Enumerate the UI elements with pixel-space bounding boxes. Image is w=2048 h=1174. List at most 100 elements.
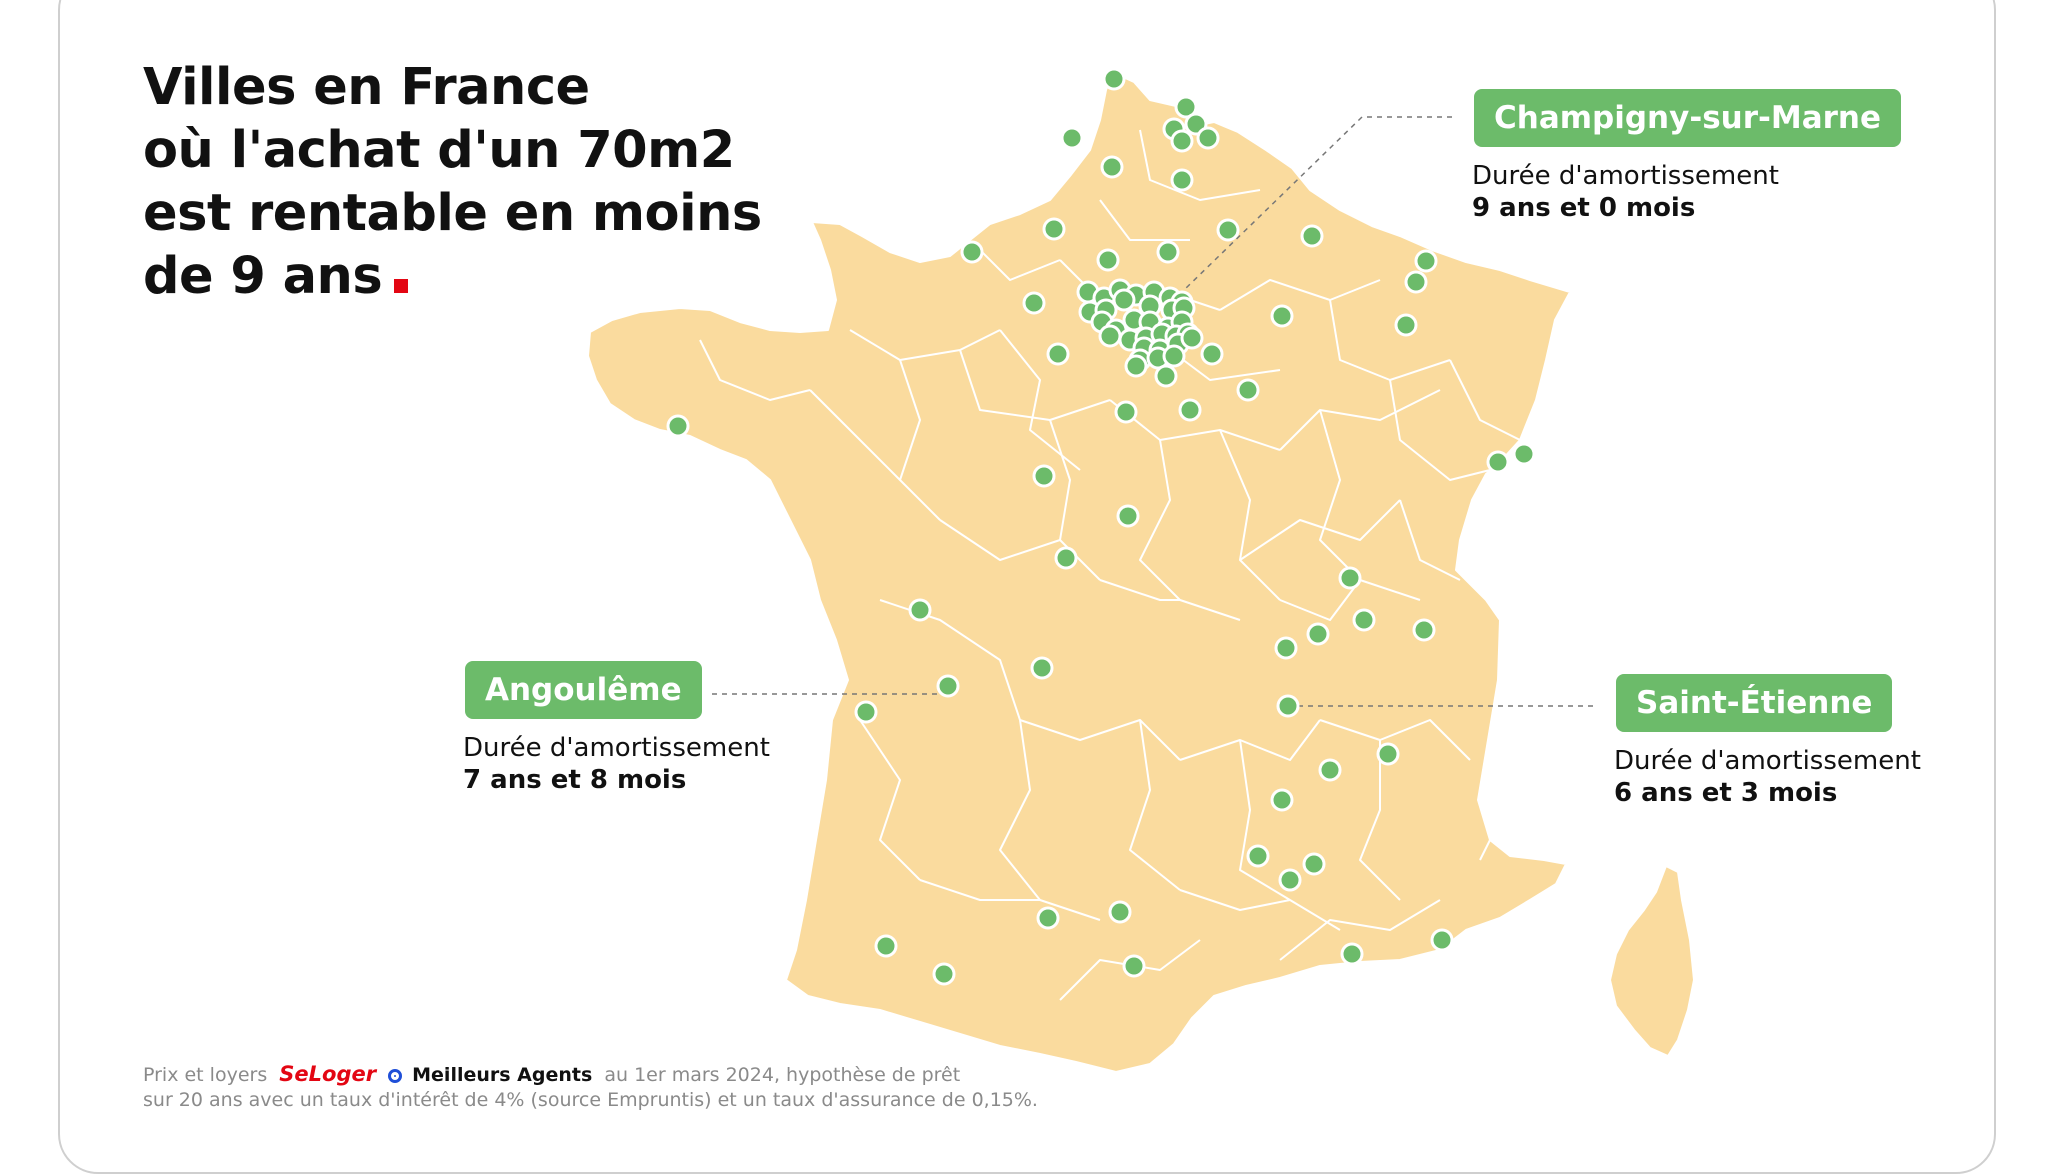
city-marker-83 bbox=[874, 934, 898, 958]
department-border-0 bbox=[849, 329, 1001, 361]
page-title: Villes en France où l'achat d'un 70m2 es… bbox=[143, 56, 783, 308]
city-marker-61 bbox=[1512, 442, 1536, 466]
department-border-3 bbox=[959, 349, 1111, 421]
city-marker-78 bbox=[1246, 844, 1270, 868]
city-marker-86 bbox=[1430, 928, 1454, 952]
city-marker-75 bbox=[1376, 742, 1400, 766]
department-border-7 bbox=[1139, 439, 1181, 601]
department-border-30 bbox=[1399, 499, 1461, 581]
title-line-4: de 9 ans bbox=[143, 247, 383, 306]
city-marker-15 bbox=[1414, 249, 1438, 273]
department-border-33 bbox=[809, 389, 901, 481]
city-marker-87 bbox=[1340, 942, 1364, 966]
department-border-21 bbox=[1359, 740, 1401, 901]
city-marker-10 bbox=[1300, 224, 1324, 248]
department-border-2 bbox=[899, 359, 941, 521]
department-border-22 bbox=[919, 879, 1101, 921]
department-border-6 bbox=[1049, 419, 1101, 581]
city-marker-73 bbox=[854, 700, 878, 724]
callout-value: 6 ans et 3 mois bbox=[1614, 778, 1838, 808]
city-marker-19 bbox=[1270, 304, 1294, 328]
city-marker-71 bbox=[1030, 656, 1054, 680]
department-border-23 bbox=[1179, 889, 1341, 931]
city-marker-51 bbox=[1180, 326, 1204, 350]
department-border-31 bbox=[1239, 499, 1401, 561]
city-marker-8 bbox=[1170, 168, 1194, 192]
department-border-34 bbox=[979, 249, 1061, 281]
city-marker-11 bbox=[1042, 217, 1066, 241]
department-border-16 bbox=[1319, 719, 1471, 761]
city-marker-5 bbox=[1170, 129, 1194, 153]
department-border-25 bbox=[1219, 279, 1381, 311]
city-marker-13 bbox=[1096, 248, 1120, 272]
city-marker-82 bbox=[1036, 906, 1060, 930]
city-marker-18 bbox=[1022, 291, 1046, 315]
footer-line2: sur 20 ans avec un taux d'intérêt de 4% … bbox=[143, 1089, 1038, 1111]
department-border-10 bbox=[939, 519, 1061, 561]
callout-tag-saint-etienne: Saint-Étienne bbox=[1616, 674, 1893, 732]
city-marker-6 bbox=[1060, 126, 1084, 150]
city-marker-81 bbox=[1108, 900, 1132, 924]
department-border-20 bbox=[1239, 739, 1291, 901]
department-border-28 bbox=[1449, 359, 1521, 441]
department-border-38 bbox=[1279, 899, 1441, 961]
department-border-5 bbox=[1279, 389, 1441, 451]
callout-leaders bbox=[712, 116, 1596, 707]
leader-champigny bbox=[1183, 116, 1452, 291]
city-marker-55 bbox=[1124, 354, 1148, 378]
department-border-36 bbox=[1099, 199, 1190, 241]
department-border-32 bbox=[699, 339, 811, 401]
city-marker-9 bbox=[1216, 218, 1240, 242]
city-marker-80 bbox=[1278, 868, 1302, 892]
callout-desc-saint-etienne: Durée d'amortissement 6 ans et 3 mois bbox=[1614, 745, 1921, 809]
department-border-15 bbox=[1179, 719, 1321, 761]
city-marker-65 bbox=[1338, 566, 1362, 590]
city-marker-0 bbox=[1102, 67, 1126, 91]
corsica bbox=[1609, 865, 1695, 1057]
city-marker-29 bbox=[1112, 288, 1136, 312]
city-marker-7 bbox=[1100, 155, 1124, 179]
footer-prefix: Prix et loyers bbox=[143, 1064, 268, 1086]
callout-tag-champigny: Champigny-sur-Marne bbox=[1474, 89, 1902, 147]
mainland-france bbox=[587, 71, 1571, 1073]
city-marker-66 bbox=[908, 598, 932, 622]
city-marker-85 bbox=[1122, 954, 1146, 978]
title-line-1: Villes en France bbox=[143, 58, 590, 117]
department-border-27 bbox=[1329, 299, 1451, 381]
department-border-35 bbox=[1139, 129, 1261, 201]
seloger-logo: SeLoger bbox=[279, 1062, 377, 1086]
france-land bbox=[587, 71, 1695, 1073]
city-marker-77 bbox=[1270, 788, 1294, 812]
callout-label: Durée d'amortissement bbox=[1614, 746, 1921, 776]
department-border-17 bbox=[859, 719, 921, 881]
city-marker-57 bbox=[1178, 398, 1202, 422]
city-marker-56 bbox=[1154, 364, 1178, 388]
city-marker-72 bbox=[936, 674, 960, 698]
city-marker-16 bbox=[1404, 270, 1428, 294]
department-border-14 bbox=[1019, 719, 1181, 761]
department-border-9 bbox=[1319, 409, 1361, 581]
callout-tag-angouleme: Angoulême bbox=[465, 661, 702, 719]
city-marker-64 bbox=[1054, 546, 1078, 570]
department-border-4 bbox=[1109, 399, 1281, 451]
city-marker-59 bbox=[666, 414, 690, 438]
department-border-11 bbox=[1099, 579, 1241, 621]
city-marker-53 bbox=[1200, 342, 1224, 366]
city-marker-17 bbox=[1394, 313, 1418, 337]
city-marker-52 bbox=[1046, 342, 1070, 366]
callout-desc-angouleme: Durée d'amortissement 7 ans et 8 mois bbox=[463, 732, 770, 796]
city-marker-74 bbox=[1276, 694, 1300, 718]
city-marker-4 bbox=[1196, 126, 1220, 150]
department-border-1 bbox=[999, 329, 1081, 471]
callout-value: 9 ans et 0 mois bbox=[1472, 193, 1696, 223]
city-marker-68 bbox=[1306, 622, 1330, 646]
department-border-8 bbox=[1219, 429, 1281, 601]
city-marker-1 bbox=[1174, 95, 1198, 119]
department-border-18 bbox=[999, 719, 1041, 901]
meilleurs-agents-logo: Meilleurs Agents bbox=[412, 1064, 593, 1086]
city-marker-54 bbox=[1236, 378, 1260, 402]
city-marker-60 bbox=[1486, 450, 1510, 474]
city-marker-14 bbox=[1156, 240, 1180, 264]
city-marker-62 bbox=[1032, 464, 1056, 488]
